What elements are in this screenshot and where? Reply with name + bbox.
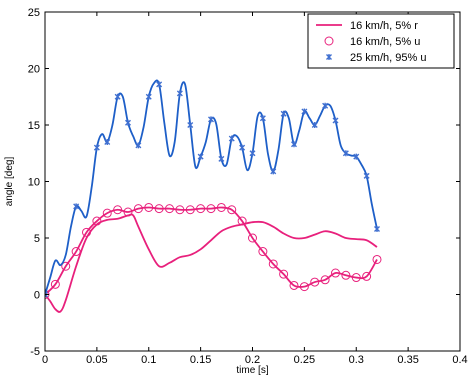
data-point: [73, 203, 80, 210]
data-point: [331, 268, 340, 278]
legend-swatch: [326, 54, 332, 60]
legend-entry: 25 km/h, 95% u: [326, 52, 426, 64]
data-point: [320, 275, 330, 285]
data-point: [206, 204, 216, 214]
data-point: [218, 155, 225, 162]
data-point: [351, 273, 361, 283]
data-point: [311, 122, 318, 128]
series-line: [45, 206, 378, 296]
y-tick-label: 10: [28, 177, 40, 189]
data-point: [82, 227, 91, 237]
data-point: [50, 279, 60, 289]
data-point: [268, 259, 278, 269]
data-point: [104, 138, 111, 145]
data-point: [176, 90, 183, 97]
legend-label: 16 km/h, 5% u: [350, 36, 420, 48]
series-2: [45, 202, 382, 299]
series-line: [45, 79, 378, 295]
x-tick-label: 0.3: [349, 354, 364, 366]
data-point: [249, 150, 256, 157]
data-point: [291, 141, 297, 148]
x-tick-label: 0.05: [86, 354, 107, 366]
data-point: [92, 216, 102, 226]
data-point: [279, 269, 289, 279]
x-tick-label: 0.35: [397, 354, 418, 366]
data-point: [125, 119, 131, 126]
data-point: [239, 144, 246, 151]
data-point: [353, 153, 360, 160]
x-tick-label: 0.2: [245, 354, 260, 366]
data-point: [145, 93, 152, 100]
x-tick-label: 0: [42, 354, 48, 366]
data-point: [341, 270, 351, 280]
data-point: [248, 233, 257, 243]
y-tick-label: -5: [30, 346, 40, 358]
x-tick-label: 0.1: [141, 354, 156, 366]
axes: 0 0.05 0.1 0.15 0.2 0.25 0.3 0.35 0.4-5051015202…: [4, 7, 468, 376]
data-point: [93, 144, 100, 151]
series-line: [45, 213, 378, 313]
data-point: [228, 135, 235, 142]
legend-entry: 16 km/h, 5% u: [324, 36, 420, 48]
x-tick-label: 0.15: [190, 354, 211, 366]
data-point: [342, 150, 349, 157]
data-point: [363, 172, 370, 179]
legend-label: 16 km/h, 5% r: [350, 20, 418, 32]
data-point: [113, 205, 123, 215]
data-point: [165, 204, 174, 214]
data-point: [374, 225, 380, 232]
data-point: [196, 204, 206, 214]
y-tick-label: 0: [34, 290, 40, 302]
data-point: [299, 282, 309, 292]
data-point: [270, 168, 277, 175]
data-point: [322, 102, 329, 109]
data-point: [154, 204, 164, 214]
data-point: [301, 108, 308, 115]
data-point: [332, 117, 339, 124]
data-point: [185, 205, 195, 215]
data-point: [259, 115, 266, 122]
y-tick-label: 20: [28, 64, 40, 76]
data-point: [197, 153, 204, 160]
data-point: [114, 93, 121, 100]
legend-box: [307, 13, 455, 69]
plot-area: [45, 79, 382, 313]
y-tick-label: 5: [34, 233, 40, 245]
data-point: [216, 202, 226, 212]
data-point: [187, 122, 194, 128]
data-point: [227, 205, 237, 215]
series-1: [45, 213, 378, 313]
data-point: [289, 280, 299, 290]
data-point: [144, 202, 154, 212]
legend-swatch: [324, 36, 334, 46]
data-point: [123, 207, 133, 217]
y-tick-label: 25: [28, 7, 40, 19]
y-axis-label: angle [deg]: [4, 157, 15, 207]
data-point: [372, 254, 382, 264]
data-point: [280, 110, 287, 117]
data-point: [362, 271, 372, 281]
data-point: [61, 261, 71, 271]
x-axis-label: time [s]: [236, 365, 268, 376]
data-point: [71, 247, 81, 257]
data-point: [208, 116, 214, 123]
data-point: [102, 208, 112, 218]
x-tick-label: 0.25: [294, 354, 315, 366]
legend-label: 25 km/h, 95% u: [350, 52, 426, 64]
data-point: [310, 277, 320, 287]
data-point: [258, 247, 268, 257]
data-point: [175, 205, 185, 215]
series-3: [45, 79, 380, 298]
data-point: [237, 216, 247, 226]
data-point: [45, 291, 48, 298]
legend: 16 km/h, 5% r 16 km/h, 5% u 25 km/h, 95% u: [307, 13, 455, 69]
x-tick-label: 0.4: [452, 354, 467, 366]
y-tick-label: 15: [28, 120, 40, 132]
legend-entry: 16 km/h, 5% r: [316, 20, 418, 32]
data-point: [135, 142, 142, 149]
data-point: [156, 81, 163, 88]
data-point: [133, 204, 143, 214]
